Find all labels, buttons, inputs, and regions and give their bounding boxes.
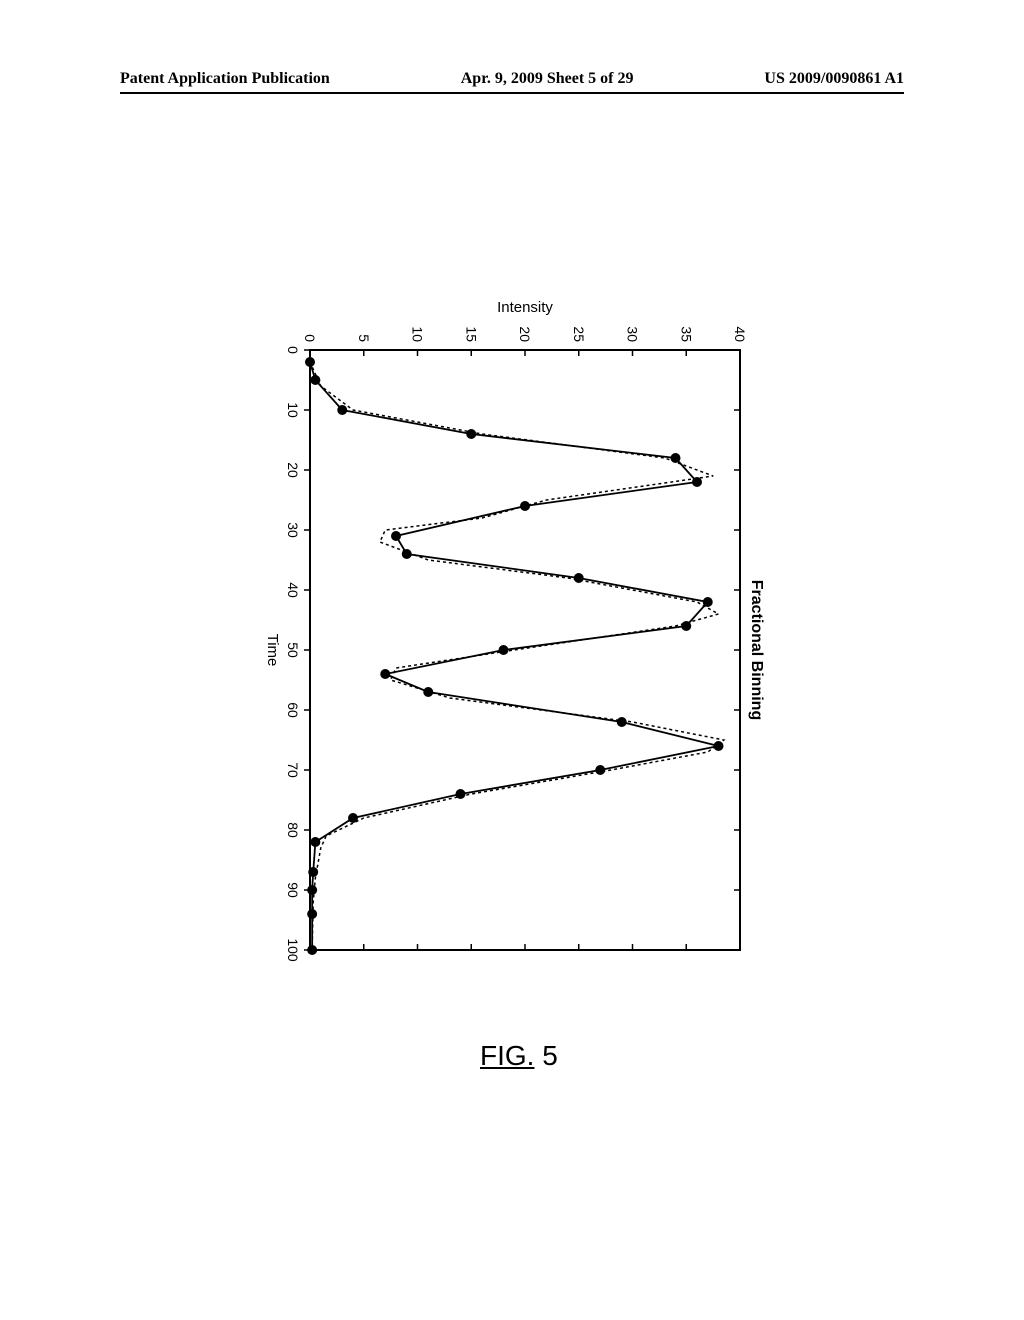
- svg-text:40: 40: [732, 326, 748, 342]
- svg-text:20: 20: [517, 326, 533, 342]
- svg-text:5: 5: [356, 334, 372, 342]
- header-rule: [120, 92, 904, 94]
- svg-text:25: 25: [571, 326, 587, 342]
- svg-text:100: 100: [285, 938, 301, 962]
- svg-text:90: 90: [285, 882, 301, 898]
- header-center: Apr. 9, 2009 Sheet 5 of 29: [461, 70, 634, 88]
- svg-text:80: 80: [285, 822, 301, 838]
- svg-text:0: 0: [285, 346, 301, 354]
- svg-text:30: 30: [625, 326, 641, 342]
- svg-text:Time: Time: [264, 634, 281, 667]
- svg-text:30: 30: [285, 522, 301, 538]
- figure-container: 0 10 20 30 40 50 60 70 80 90 100 0 5 10 15 20 25 30 35 40 Fr…: [220, 280, 780, 1000]
- figure-label: FIG. 5: [480, 1040, 558, 1072]
- figure-label-number: 5: [542, 1040, 558, 1071]
- svg-text:70: 70: [285, 762, 301, 778]
- page-header: Patent Application Publication Apr. 9, 2…: [0, 70, 1024, 88]
- svg-text:15: 15: [463, 326, 479, 342]
- svg-text:Intensity: Intensity: [497, 299, 553, 316]
- chart: 0 10 20 30 40 50 60 70 80 90 100 0 5 10 15 20 25 30 35 40 Fr…: [220, 280, 780, 1000]
- header-left: Patent Application Publication: [120, 70, 330, 88]
- svg-text:Fractional Binning: Fractional Binning: [748, 580, 765, 720]
- svg-text:10: 10: [410, 326, 426, 342]
- figure-label-prefix: FIG.: [480, 1040, 534, 1071]
- svg-text:50: 50: [285, 642, 301, 658]
- svg-text:35: 35: [678, 326, 694, 342]
- header-right: US 2009/0090861 A1: [764, 70, 904, 88]
- svg-text:60: 60: [285, 702, 301, 718]
- svg-text:40: 40: [285, 582, 301, 598]
- svg-text:10: 10: [285, 402, 301, 418]
- svg-text:0: 0: [302, 334, 318, 342]
- svg-text:20: 20: [285, 462, 301, 478]
